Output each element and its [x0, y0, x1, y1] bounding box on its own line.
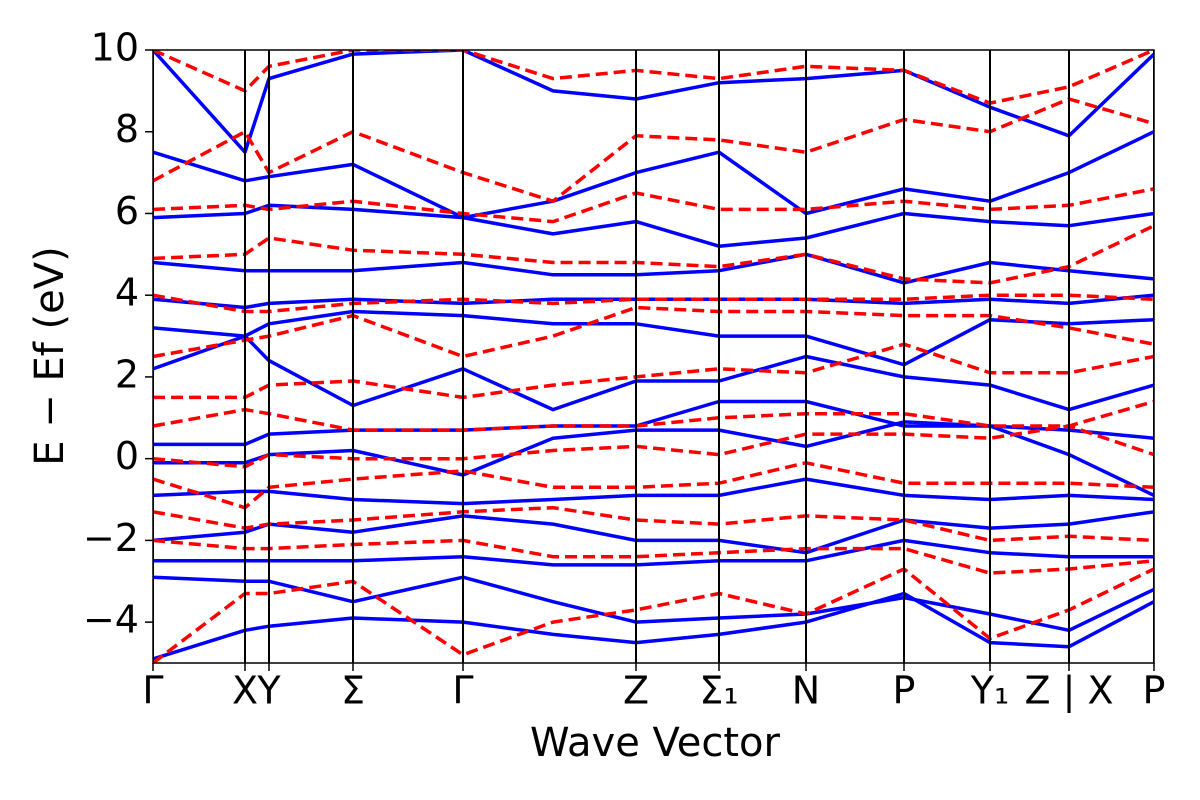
x-tick-label: Σ — [341, 669, 365, 713]
y-tick-label: 10 — [91, 26, 139, 70]
y-tick-label: 6 — [115, 189, 139, 233]
x-tick-label: Z — [623, 669, 649, 713]
x-tick-label: Z | X — [1024, 669, 1113, 714]
band — [153, 187, 1154, 224]
y-axis-label: E − Ef (eV) — [27, 246, 73, 465]
band — [153, 293, 1154, 310]
x-tick-label: Σ₁ — [699, 669, 738, 713]
band — [153, 538, 1154, 575]
x-tick-label: Γ — [142, 669, 163, 713]
band — [153, 305, 1154, 359]
band — [153, 97, 1154, 203]
band — [153, 252, 1154, 285]
x-tick-label: X — [232, 669, 258, 713]
band — [153, 461, 1154, 510]
y-tick-label: 4 — [115, 271, 139, 315]
band — [153, 538, 1154, 567]
x-tick-label: P — [893, 669, 916, 713]
x-tick-label: Γ — [452, 669, 473, 713]
y-tick-label: 0 — [115, 434, 139, 478]
x-tick-label: Y — [256, 669, 281, 713]
y-tick-label: −4 — [83, 598, 139, 642]
x-tick-label: N — [792, 669, 820, 713]
band — [153, 505, 1154, 543]
y-tick-label: −2 — [83, 516, 139, 560]
y-tick-label: 8 — [115, 107, 139, 151]
band — [153, 399, 1154, 432]
x-axis-label: Wave Vector — [530, 720, 781, 766]
plot-area — [153, 50, 1154, 663]
x-tick-label: Y₁ — [970, 669, 1009, 713]
plot-frame — [152, 49, 1155, 664]
y-tick-label: 2 — [115, 352, 139, 396]
x-tick-label: P — [1143, 669, 1166, 713]
band — [153, 591, 1154, 661]
band — [153, 203, 1154, 248]
